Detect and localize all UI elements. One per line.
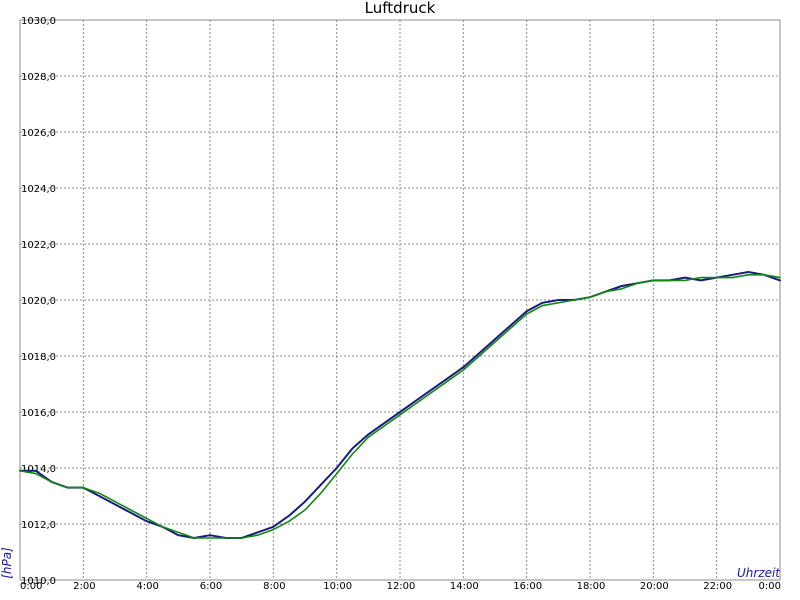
x-tick-label: 4:00 [136,581,158,592]
y-tick-label: 1010,0 [21,576,56,587]
y-tick-label: 1018,0 [21,352,56,363]
x-tick-label: 0:00 [759,581,781,592]
y-tick-label: 1016,0 [21,408,56,419]
chart-title: Luftdruck [365,0,436,17]
x-axis-label: Uhrzeit [737,566,781,580]
x-tick-label: 18:00 [577,581,606,592]
x-tick-label: 22:00 [703,581,732,592]
x-tick-label: 6:00 [200,581,222,592]
x-tick-label: 2:00 [73,581,95,592]
x-tick-label: 14:00 [450,581,479,592]
y-tick-label: 1024,0 [21,184,56,195]
x-tick-label: 16:00 [513,581,542,592]
y-tick-label: 1014,0 [21,464,56,475]
y-axis-label: [hPa] [0,547,14,579]
y-tick-label: 1028,0 [21,72,56,83]
series-line-smoothed [19,273,781,539]
x-tick-label: 12:00 [387,581,416,592]
y-tick-label: 1012,0 [21,520,56,531]
y-tick-label: 1022,0 [21,240,56,251]
y-tick-label: 1030,0 [21,16,56,27]
tick-labels: 1010,0 1012,0 1014,0 1016,0 1018,0 1020,0 1022… [20,16,781,592]
x-tick-label: 0:00 [20,581,42,592]
series [19,271,781,539]
y-tick-label: 1026,0 [21,128,56,139]
x-tick-label: 10:00 [323,581,352,592]
plot-frame [19,19,781,581]
x-tick-label: 8:00 [263,581,285,592]
y-tick-label: 1020,0 [21,296,56,307]
grid [19,19,781,581]
x-tick-label: 20:00 [640,581,669,592]
